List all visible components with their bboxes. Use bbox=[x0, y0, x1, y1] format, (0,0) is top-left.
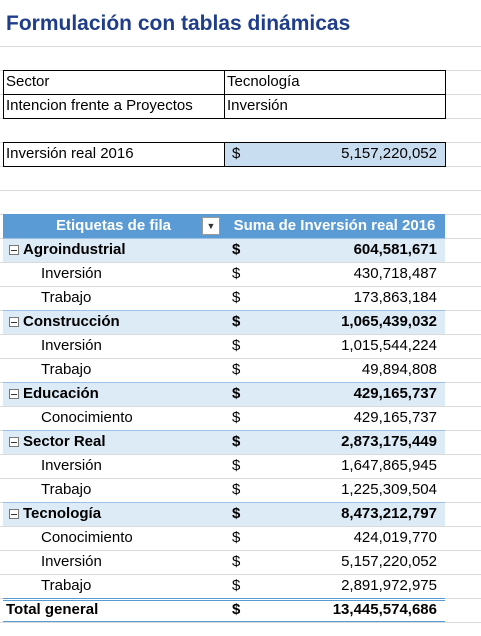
gridline bbox=[0, 262, 481, 263]
currency: $ bbox=[232, 337, 241, 354]
collapse-minus bbox=[11, 442, 17, 443]
item-name: Inversión bbox=[41, 553, 102, 570]
item-value: 49,894,808 bbox=[361, 361, 437, 378]
filter-button[interactable]: ▼ bbox=[202, 217, 220, 235]
result-label: Inversión real 2016 bbox=[6, 145, 134, 162]
group-total: 2,873,175,449 bbox=[341, 433, 437, 450]
currency: $ bbox=[232, 265, 241, 282]
gridline bbox=[0, 526, 481, 527]
gridline bbox=[0, 574, 481, 575]
item-name: Inversión bbox=[41, 337, 102, 354]
item-value: 1,015,544,224 bbox=[341, 337, 437, 354]
criteria-field: Sector bbox=[6, 73, 50, 90]
group-name: Educación bbox=[23, 385, 99, 402]
gridline bbox=[0, 286, 481, 287]
currency: $ bbox=[232, 529, 241, 546]
gridline bbox=[0, 358, 481, 359]
item-name: Trabajo bbox=[41, 481, 92, 498]
item-value: 1,647,865,945 bbox=[341, 457, 437, 474]
collapse-minus bbox=[11, 394, 17, 395]
pivot-header bbox=[3, 214, 445, 238]
group-total: 8,473,212,797 bbox=[341, 505, 437, 522]
currency: $ bbox=[232, 313, 241, 330]
item-value: 2,891,972,975 bbox=[341, 577, 437, 594]
criteria-field: Intencion frente a Proyectos bbox=[6, 97, 193, 114]
gridline bbox=[0, 478, 481, 479]
item-name: Conocimiento bbox=[41, 529, 133, 546]
item-name: Conocimiento bbox=[41, 409, 133, 426]
criteria-value: Tecnología bbox=[227, 73, 300, 90]
gridline bbox=[0, 550, 481, 551]
collapse-minus bbox=[11, 322, 17, 323]
currency: $ bbox=[232, 409, 241, 426]
group-total: 604,581,671 bbox=[353, 241, 437, 258]
group-total: 1,065,439,032 bbox=[341, 313, 437, 330]
criteria-value: Inversión bbox=[227, 97, 288, 114]
currency: $ bbox=[232, 553, 241, 570]
result-value: 5,157,220,052 bbox=[341, 145, 437, 162]
total-row bbox=[3, 598, 445, 622]
item-value: 173,863,184 bbox=[353, 289, 437, 306]
gridline bbox=[0, 406, 481, 407]
item-value: 424,019,770 bbox=[353, 529, 437, 546]
item-name: Trabajo bbox=[41, 361, 92, 378]
result-cell bbox=[224, 142, 446, 167]
group-name: Tecnología bbox=[23, 505, 102, 522]
currency: $ bbox=[232, 601, 241, 618]
currency: $ bbox=[232, 241, 241, 258]
gridline bbox=[0, 622, 481, 623]
item-name: Inversión bbox=[41, 265, 102, 282]
group-row bbox=[3, 382, 445, 406]
group-total: 429,165,737 bbox=[353, 385, 437, 402]
group-row bbox=[3, 502, 445, 526]
group-name: Construcción bbox=[23, 313, 120, 330]
gridline bbox=[0, 46, 481, 47]
gridline bbox=[0, 454, 481, 455]
gridline bbox=[0, 190, 481, 191]
item-value: 1,225,309,504 bbox=[341, 481, 437, 498]
group-row bbox=[3, 238, 445, 262]
criteria-divider bbox=[224, 94, 225, 118]
group-name: Sector Real bbox=[23, 433, 106, 450]
result-currency: $ bbox=[232, 145, 241, 162]
currency: $ bbox=[232, 577, 241, 594]
group-name: Agroindustrial bbox=[23, 241, 126, 258]
collapse-minus bbox=[11, 514, 17, 515]
item-value: 429,165,737 bbox=[353, 409, 437, 426]
item-value: 5,157,220,052 bbox=[341, 553, 437, 570]
currency: $ bbox=[232, 481, 241, 498]
currency: $ bbox=[232, 289, 241, 306]
item-name: Trabajo bbox=[41, 577, 92, 594]
item-name: Trabajo bbox=[41, 289, 92, 306]
currency: $ bbox=[232, 505, 241, 522]
collapse-minus bbox=[11, 250, 17, 251]
pivot-header-label: Etiquetas de fila bbox=[55, 217, 172, 234]
pivot-header-value: Suma de Inversión real 2016 bbox=[233, 217, 436, 234]
group-row bbox=[3, 430, 445, 454]
total-label: Total general bbox=[6, 601, 99, 618]
group-row bbox=[3, 310, 445, 334]
gridline bbox=[0, 334, 481, 335]
currency: $ bbox=[232, 361, 241, 378]
criteria-divider bbox=[224, 70, 225, 94]
sheet-title: Formulación con tablas dinámicas bbox=[6, 12, 351, 35]
total-value: 13,445,574,686 bbox=[332, 601, 437, 618]
currency: $ bbox=[232, 433, 241, 450]
item-name: Inversión bbox=[41, 457, 102, 474]
currency: $ bbox=[232, 385, 241, 402]
item-value: 430,718,487 bbox=[353, 265, 437, 282]
currency: $ bbox=[232, 457, 241, 474]
